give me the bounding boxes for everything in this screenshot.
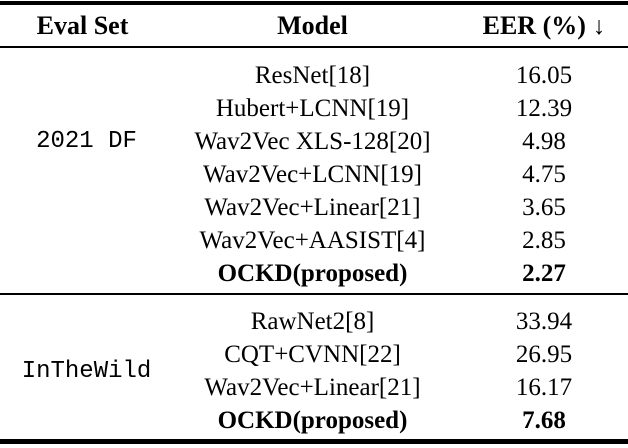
model-cell: Wav2Vec+Linear[21]	[204, 373, 421, 401]
model-cell: Wav2Vec+LCNN[19]	[203, 160, 422, 188]
model-cell: Wav2Vec XLS-128[20]	[194, 127, 431, 155]
eer-value: 26.95	[515, 340, 573, 368]
eer-value: 33.94	[515, 307, 573, 335]
header-model: Model	[277, 11, 348, 40]
model-cell: Wav2Vec+Linear[21]	[204, 193, 421, 221]
section-divider-rule	[0, 292, 628, 295]
model-cell-proposed: OCKD(proposed)	[217, 259, 408, 287]
eer-value: 4.98	[522, 127, 566, 155]
eer-value-proposed: 7.68	[522, 406, 566, 434]
header-rule	[0, 45, 628, 48]
eval-set-label: InTheWild	[21, 357, 152, 385]
eer-value: 16.05	[515, 61, 573, 89]
eer-value: 4.75	[522, 160, 566, 188]
eer-value-proposed: 2.27	[522, 259, 566, 287]
header-eer: EER (%) ↓	[460, 8, 628, 44]
eer-value: 2.85	[522, 226, 566, 254]
section-inthewild: InTheWild RawNet2[8] 33.94 CQT+CVNN[22] …	[0, 305, 628, 437]
bottom-rule	[0, 439, 628, 444]
header-eer-label: EER (%)	[482, 11, 586, 40]
model-cell: ResNet[18]	[254, 61, 371, 89]
eval-set-label: 2021 DF	[36, 127, 137, 155]
header-eval-set: Eval Set	[36, 11, 129, 40]
eer-value: 3.65	[522, 193, 566, 221]
model-cell: RawNet2[8]	[250, 307, 375, 335]
model-cell: Hubert+LCNN[19]	[215, 94, 410, 122]
model-cell-proposed: OCKD(proposed)	[217, 406, 408, 434]
model-cell: Wav2Vec+AASIST[4]	[199, 226, 426, 254]
model-cell: CQT+CVNN[22]	[224, 340, 401, 368]
section-2021-df: 2021 DF ResNet[18] 16.05 Hubert+LCNN[19]…	[0, 59, 628, 290]
eer-value: 16.17	[515, 373, 573, 401]
eer-value: 12.39	[515, 94, 573, 122]
top-rule	[0, 1, 628, 5]
table-header-row: Eval Set Model EER (%) ↓	[0, 8, 628, 44]
down-arrow-icon: ↓	[592, 13, 606, 40]
